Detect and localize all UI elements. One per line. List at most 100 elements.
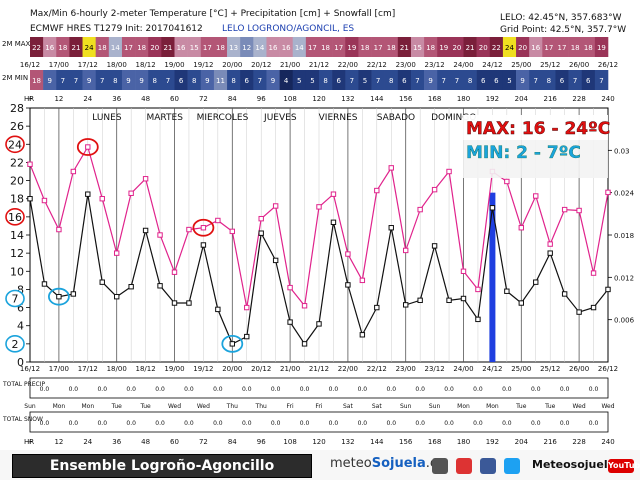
min-series-point xyxy=(244,333,250,340)
min-series-point xyxy=(605,286,611,293)
max-strip-value: 19 xyxy=(439,44,448,52)
y-tick-label: 22 xyxy=(10,156,24,169)
min-strip-value: 18 xyxy=(32,77,41,85)
facebook-icon[interactable] xyxy=(480,458,496,474)
precip-zero: 0.0 xyxy=(386,386,396,393)
max-strip-value: 16 xyxy=(45,44,54,52)
youtube-icon[interactable]: YouTube xyxy=(608,459,640,473)
precip-zero: 0.0 xyxy=(213,386,223,393)
max-strip-cell xyxy=(437,37,451,57)
hr-label-bottom: HR xyxy=(24,438,34,446)
max-strip-cell xyxy=(542,37,556,57)
bottom-hour-label: 144 xyxy=(370,438,384,446)
min-series-point xyxy=(157,283,163,289)
bottom-hour-label: 216 xyxy=(544,438,558,446)
min-strip-value: 6 xyxy=(494,77,499,85)
max-strip-value: 17 xyxy=(308,44,317,52)
top-date-label: 19/00 xyxy=(164,61,184,69)
precip-zero: 0.0 xyxy=(126,386,136,393)
min-series-point xyxy=(301,341,308,347)
weekday-label: Sun xyxy=(400,403,412,410)
max-series-point xyxy=(605,189,611,196)
twitter-icon[interactable] xyxy=(504,458,520,474)
min-strip-cell xyxy=(371,70,385,90)
min-series-point xyxy=(576,309,582,315)
snow-zero: 0.0 xyxy=(473,420,483,427)
y-tick-label: 20 xyxy=(10,175,24,188)
min-series-point xyxy=(504,288,510,294)
min-strip-value: 6 xyxy=(560,77,565,85)
snow-zero: 0.0 xyxy=(126,420,136,427)
bottom-date-label: 19/00 xyxy=(164,365,184,373)
min-strip-value: 9 xyxy=(271,77,275,85)
max-series-point xyxy=(41,197,48,204)
min-series-point xyxy=(417,297,423,304)
weekday-label: Tue xyxy=(544,403,556,410)
bottom-hour-label: 180 xyxy=(457,438,470,446)
min-strip-cell xyxy=(135,70,149,90)
weekday-label: Tue xyxy=(111,403,123,410)
max-strip-value: 14 xyxy=(295,44,304,52)
max-strip-cell xyxy=(95,37,110,57)
max-strip-value: 22 xyxy=(492,44,501,52)
precip-zero: 0.0 xyxy=(271,386,281,393)
max-strip-value: 12 xyxy=(242,44,251,52)
min-series-point xyxy=(186,300,192,306)
left-marker-label: 2 xyxy=(12,338,19,351)
min-series-point xyxy=(41,281,48,287)
max-strip-value: 21 xyxy=(72,44,81,52)
min-strip-value: 9 xyxy=(428,77,432,85)
top-date-label: 20/00 xyxy=(222,61,242,69)
bottom-hour-label: 240 xyxy=(601,438,614,446)
max-strip-value: 20 xyxy=(518,44,527,52)
top-hour-label: 72 xyxy=(199,95,208,103)
y-tick-label: 4 xyxy=(17,320,24,333)
snow-zero: 0.0 xyxy=(184,420,194,427)
coords-grid: Grid Point: 42.5°N, 357.7°W xyxy=(500,25,626,35)
bottom-hour-label: 24 xyxy=(83,438,92,446)
max-strip-value: 14 xyxy=(255,44,264,52)
min-strip-value: 5 xyxy=(297,77,301,85)
annotation-circle xyxy=(48,287,70,306)
snow-zero: 0.0 xyxy=(155,420,165,427)
y2-tick-label: 0.012 xyxy=(614,274,634,282)
min-series-point xyxy=(489,205,496,211)
min-strip-cell xyxy=(200,70,215,90)
min-strip-value: 6 xyxy=(481,77,486,85)
googleplus-icon[interactable] xyxy=(456,458,472,474)
max-strip-cell xyxy=(410,37,425,57)
min-strip-value: 8 xyxy=(389,77,393,85)
top-hour-label: 180 xyxy=(457,95,470,103)
max-strip-value: 20 xyxy=(479,44,488,52)
min-series-point xyxy=(374,304,380,311)
min-series-point xyxy=(590,304,597,311)
min-strip-cell xyxy=(332,70,346,90)
y2-tick-label: 0.006 xyxy=(614,317,635,325)
bottom-date-label: 26/00 xyxy=(569,365,589,373)
annotation-circle xyxy=(192,218,215,237)
weekday-label: Mon xyxy=(457,403,470,410)
weekday-label: Thu xyxy=(226,403,238,410)
location-name: LELO LOGRONO/AGONCIL, ES xyxy=(222,24,354,34)
instagram-icon[interactable] xyxy=(432,458,448,474)
min-strip-value: 4 xyxy=(284,77,289,85)
min-strip-cell xyxy=(305,70,320,90)
precip-zero: 0.0 xyxy=(155,386,165,393)
max-strip-label: 2M MAX xyxy=(2,40,31,48)
site-logo[interactable]: meteoSojuela.es xyxy=(330,456,445,471)
max-strip-cell xyxy=(489,37,504,57)
top-hour-label: 120 xyxy=(312,95,325,103)
max-series-point xyxy=(186,226,192,233)
max-strip-cell xyxy=(43,37,57,57)
max-series-point xyxy=(157,232,163,238)
min-strip-value: 7 xyxy=(166,77,170,85)
total-precip-label: TOTAL PRECIP xyxy=(2,381,45,388)
snow-zero: 0.0 xyxy=(69,420,79,427)
y-tick-label: 0 xyxy=(17,356,24,369)
bottom-date-label: 24/00 xyxy=(453,365,473,373)
snow-zero: 0.0 xyxy=(415,420,425,427)
snow-zero: 0.0 xyxy=(444,420,454,427)
max-series-point xyxy=(56,226,62,233)
chart-title: Max/Min 6-hourly 2-meter Temperature [°C… xyxy=(30,9,395,19)
precip-zero: 0.0 xyxy=(589,386,599,393)
